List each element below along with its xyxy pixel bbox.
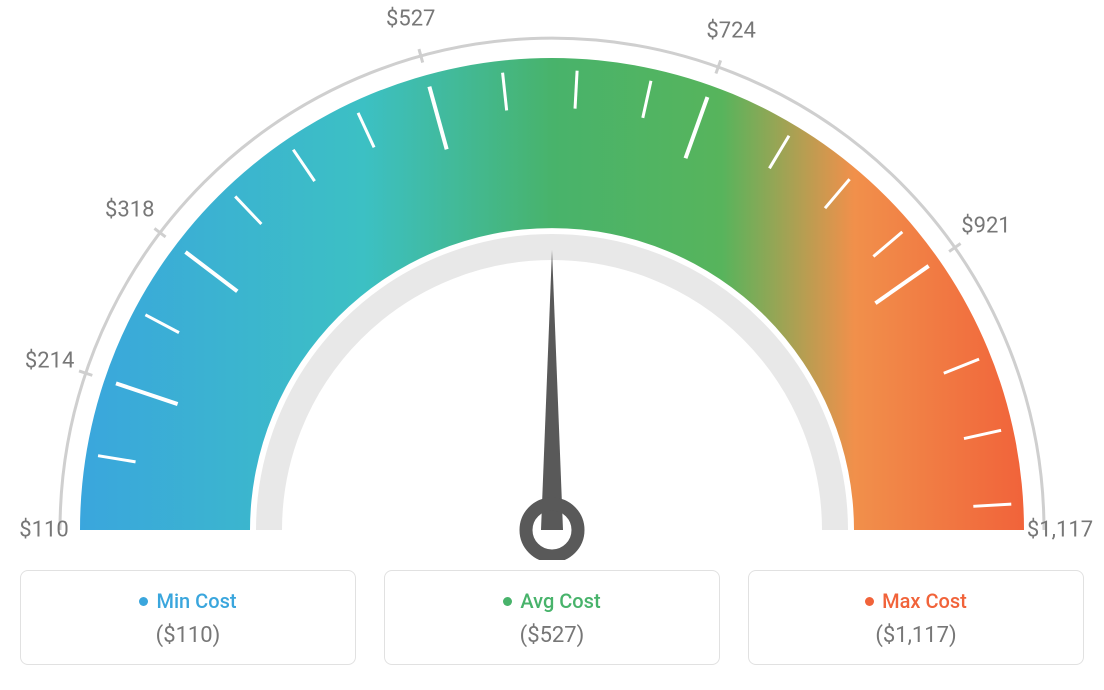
gauge-tick-minor: [575, 71, 577, 109]
gauge-tick-label: $724: [706, 19, 755, 44]
gauge-tick-label: $318: [105, 197, 154, 222]
gauge-needle: [541, 250, 563, 530]
summary-card-title: Min Cost: [139, 589, 236, 613]
gauge-tick-outside: [949, 244, 960, 252]
summary-card: Max Cost ($1,117): [748, 570, 1084, 665]
summary-card-value: ($527): [395, 623, 709, 648]
summary-card-title: Avg Cost: [503, 589, 600, 613]
gauge-tick-label: $527: [386, 7, 435, 32]
gauge-tick-outside: [419, 49, 423, 62]
legend-dot-icon: [865, 597, 874, 606]
legend-dot-icon: [139, 597, 148, 606]
summary-cards: Min Cost ($110) Avg Cost ($527) Max Cost ($1,…: [20, 570, 1084, 665]
summary-card: Avg Cost ($527): [384, 570, 720, 665]
gauge-tick-label: $214: [25, 349, 74, 374]
gauge-tick-label: $110: [19, 518, 68, 543]
summary-card-label: Min Cost: [156, 589, 236, 613]
gauge-tick-outside: [79, 371, 92, 375]
gauge-tick-minor: [973, 504, 1011, 506]
summary-card-value: ($1,117): [759, 623, 1073, 648]
summary-card-label: Max Cost: [882, 589, 967, 613]
legend-dot-icon: [503, 597, 512, 606]
summary-card: Min Cost ($110): [20, 570, 356, 665]
gauge-tick-label: $921: [961, 213, 1010, 238]
summary-card-label: Avg Cost: [520, 589, 600, 613]
summary-card-title: Max Cost: [865, 589, 967, 613]
gauge-tick-label: $1,117: [1027, 518, 1093, 543]
cost-gauge: $110$214$318$527$724$921$1,117: [20, 20, 1084, 560]
summary-card-value: ($110): [31, 623, 345, 648]
